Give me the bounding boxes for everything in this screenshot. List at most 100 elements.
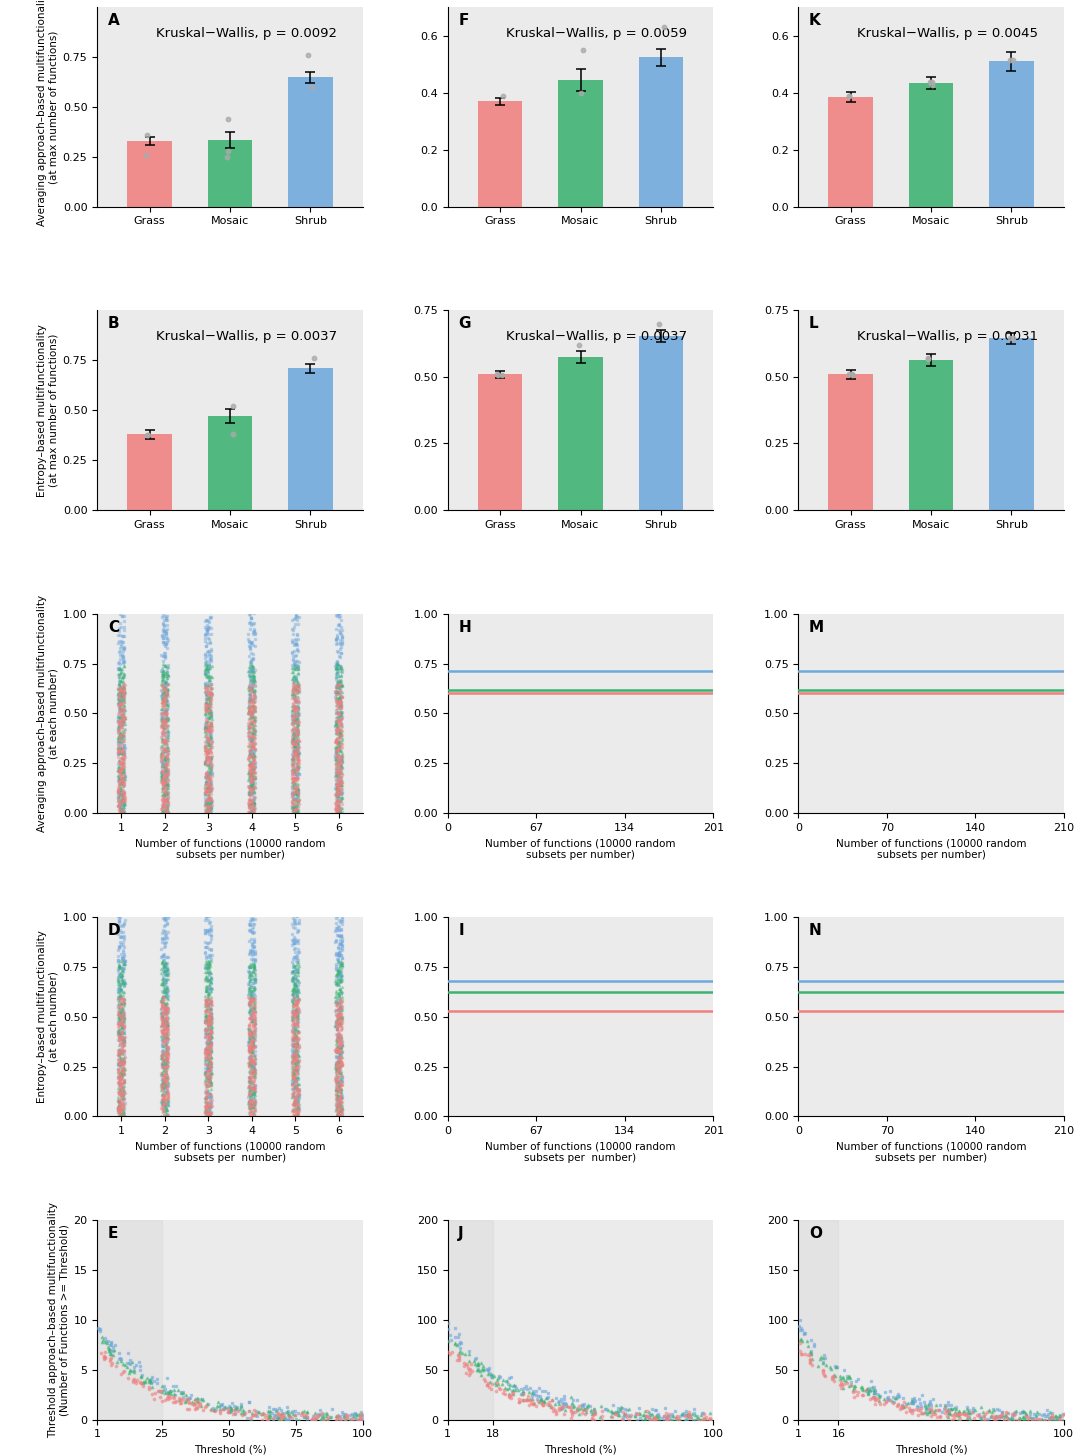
Point — [152, 764, 170, 788]
Point — [111, 681, 129, 705]
Point — [114, 1053, 132, 1076]
Point — [246, 791, 264, 814]
Point — [159, 1056, 176, 1079]
Point — [328, 1085, 346, 1108]
Point — [329, 801, 347, 824]
Point — [328, 786, 346, 810]
Point — [116, 681, 133, 705]
Point — [201, 713, 218, 737]
Point — [288, 764, 306, 788]
Point — [242, 1101, 259, 1124]
Point — [869, 1388, 887, 1411]
Point — [198, 945, 215, 968]
Point — [332, 1060, 349, 1083]
Point — [199, 1034, 216, 1057]
Point — [289, 919, 307, 942]
Point — [287, 1006, 305, 1029]
Point — [112, 1040, 130, 1063]
Point — [243, 690, 260, 713]
Point — [197, 735, 214, 759]
Point — [156, 1089, 173, 1112]
Point — [199, 764, 216, 788]
Point — [332, 722, 349, 745]
Point — [242, 712, 259, 735]
Point — [153, 1073, 171, 1096]
Point — [200, 955, 217, 978]
Point — [671, 1408, 688, 1431]
Point — [997, 1405, 1014, 1428]
Point — [285, 1048, 302, 1072]
Point — [333, 1035, 350, 1059]
Point — [243, 753, 260, 776]
Point — [289, 791, 307, 814]
Point — [289, 1091, 307, 1114]
Point — [159, 796, 176, 820]
Point — [288, 680, 306, 703]
Point — [111, 1010, 129, 1034]
Point — [153, 1000, 171, 1024]
Point — [198, 1077, 215, 1101]
Point — [110, 696, 127, 719]
Point — [650, 312, 667, 335]
Point — [291, 1048, 308, 1072]
Point — [289, 911, 307, 935]
Point — [159, 795, 176, 818]
Point — [198, 1070, 215, 1093]
Point — [113, 680, 131, 703]
Point — [158, 760, 175, 783]
Point — [156, 761, 173, 785]
Point — [241, 1066, 258, 1089]
Point — [286, 756, 303, 779]
Point — [116, 1050, 133, 1073]
Point — [242, 770, 259, 794]
Point — [246, 1061, 264, 1085]
Point — [157, 1076, 174, 1099]
Point — [327, 729, 345, 753]
Point — [153, 788, 171, 811]
Point — [110, 729, 127, 753]
Point — [113, 1093, 131, 1117]
Point — [112, 996, 130, 1019]
Point — [630, 1396, 647, 1420]
Point — [329, 1104, 347, 1127]
Point — [202, 778, 219, 801]
Point — [287, 1102, 305, 1125]
Point — [244, 772, 261, 795]
Point — [113, 1072, 131, 1095]
Point — [111, 974, 129, 997]
Point — [113, 719, 131, 743]
Point — [285, 1019, 302, 1042]
Point — [200, 1101, 217, 1124]
Point — [242, 763, 259, 786]
Point — [245, 1026, 262, 1050]
Point — [198, 763, 215, 786]
Point — [156, 1064, 173, 1088]
Point — [586, 1402, 604, 1425]
Point — [815, 1344, 833, 1367]
Point — [241, 1051, 258, 1075]
Point — [289, 1085, 307, 1108]
Point — [199, 1059, 216, 1082]
Point — [198, 772, 215, 795]
Point — [243, 1024, 260, 1047]
Point — [241, 1050, 258, 1073]
Point — [246, 1404, 264, 1427]
Point — [110, 715, 127, 738]
Point — [111, 1073, 129, 1096]
Point — [288, 779, 306, 802]
Point — [157, 996, 174, 1019]
Point — [159, 667, 176, 690]
Point — [287, 695, 305, 718]
Point — [157, 731, 174, 754]
Point — [154, 1092, 172, 1115]
Point — [116, 971, 133, 994]
Point — [112, 709, 130, 732]
Point — [160, 763, 177, 786]
Point — [203, 943, 220, 967]
Point — [1022, 1402, 1039, 1425]
Point — [330, 1029, 348, 1053]
Point — [157, 798, 174, 821]
Point — [110, 954, 127, 977]
Point — [912, 1398, 929, 1421]
Point — [243, 1063, 260, 1086]
